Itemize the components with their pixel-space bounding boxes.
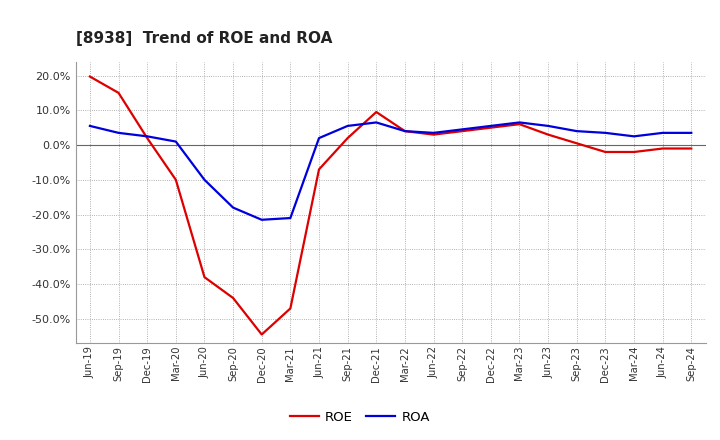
ROE [286,306,294,311]
ROE [487,125,495,130]
ROA [687,130,696,136]
ROE [429,132,438,137]
ROE [601,149,610,154]
ROA [143,134,151,139]
ROE [572,141,581,146]
ROE [200,275,209,280]
ROA [229,205,238,210]
ROA [544,123,552,128]
ROE [400,128,409,134]
ROA [487,123,495,128]
ROE [258,332,266,337]
ROE [315,167,323,172]
ROA [315,136,323,141]
ROE [544,132,552,137]
ROA [658,130,667,136]
ROA [114,130,123,136]
ROE [630,149,639,154]
ROA [458,127,467,132]
ROE [515,121,523,127]
ROE [229,295,238,301]
ROA [171,139,180,144]
ROE [171,177,180,183]
ROE [343,136,352,141]
ROE [143,136,151,141]
ROA [343,123,352,128]
ROE [86,74,94,79]
ROA [200,177,209,183]
Line: ROA: ROA [90,122,691,220]
ROE [458,128,467,134]
ROE [114,90,123,95]
ROA [286,216,294,221]
ROA [86,123,94,128]
ROE [658,146,667,151]
Legend: ROE, ROA: ROE, ROA [284,405,436,429]
ROA [630,134,639,139]
Line: ROE: ROE [90,77,691,334]
Text: [8938]  Trend of ROE and ROA: [8938] Trend of ROE and ROA [76,31,332,46]
ROA [601,130,610,136]
ROA [515,120,523,125]
ROA [258,217,266,223]
ROA [400,128,409,134]
ROA [429,130,438,136]
ROE [372,110,381,115]
ROA [572,128,581,134]
ROA [372,120,381,125]
ROE [687,146,696,151]
